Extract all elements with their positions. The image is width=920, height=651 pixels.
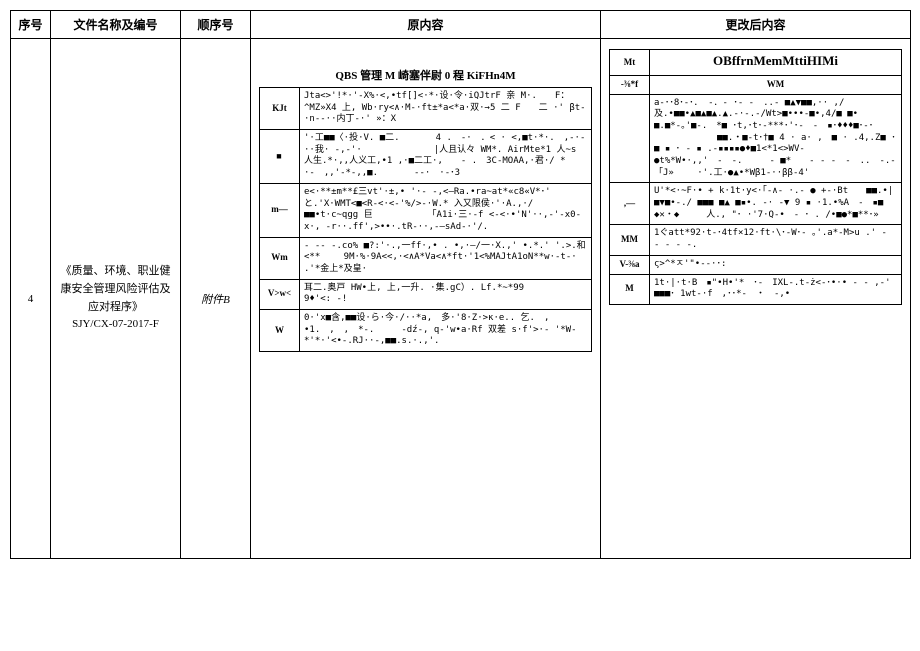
changed-label-1: ,—: [610, 183, 650, 225]
orig-row-5: W 0·'x■含,■■设·ら·今·/··*a, 多·'8·Z·>ĸ·e.. 乞.…: [260, 310, 592, 352]
orig-row-3: Wm - -- -.co% ■?:'·.,一ff·,• . •,·—/一·X.,…: [260, 237, 592, 279]
changed-inner-title: OBffrnMemMttiHIMi: [654, 53, 897, 70]
cell-changed-content: Mt OBffrnMemMttiHIMi -⅜*f WM a-･･8･-･． -…: [601, 39, 911, 559]
orig-content-1: '·工■■〈·投·V. ■二. 4 . -· ．< · <,■t·*·. ,-·…: [300, 130, 592, 184]
header-original: 原内容: [251, 11, 601, 39]
original-inner-title: QBS 管理 M 崎塞伴尉 0 程 KiFHn4M: [259, 67, 592, 83]
changed-subheader-label: -⅜*f: [610, 75, 650, 94]
header-name: 文件名称及编号: [51, 11, 181, 39]
changed-inner-table: Mt OBffrnMemMttiHIMi -⅜*f WM a-･･8･-･． -…: [609, 49, 902, 305]
doc-title: 《质量、环境、职业健康安全管理风险评估及应对程序》: [57, 263, 174, 316]
order-label: 附件B: [201, 294, 230, 306]
changed-row-4: M 1t·|·t·B ▪"•H•'* ･- IXL-.t-ż<-･•·• - -…: [610, 274, 902, 304]
changed-subheader-row: -⅜*f WM: [610, 75, 902, 94]
header-order: 顺序号: [181, 11, 251, 39]
changed-label-2: MM: [610, 225, 650, 255]
orig-content-3: - -- -.co% ■?:'·.,一ff·,• . •,·—/一·X.,' •…: [300, 237, 592, 279]
changed-content-3: ς>^*ㅈ'"•--·･:: [650, 255, 902, 274]
orig-label-1: ■: [260, 130, 300, 184]
table-row: 4 《质量、环境、职业健康安全管理风险评估及应对程序》 SJY/CX-07-20…: [11, 39, 911, 559]
cell-order: 附件B: [181, 39, 251, 559]
changed-content-4: 1t·|·t·B ▪"•H•'* ･- IXL-.t-ż<-･•·• - - ,…: [650, 274, 902, 304]
original-inner-table: KJt Jta<>'!*·'-X%·<,•tf[]<·*·设·令·iQJtrF …: [259, 87, 592, 352]
header-changed: 更改后内容: [601, 11, 911, 39]
changed-row-3: V-⅜a ς>^*ㅈ'"•--·･:: [610, 255, 902, 274]
orig-row-1: ■ '·工■■〈·投·V. ■二. 4 . -· ．< · <,■t·*·. ,…: [260, 130, 592, 184]
changed-row-0: a-･･8･-･． -．- ･- - ..- ■▲▼■■,·· ,/及.•■■•…: [610, 94, 902, 183]
orig-label-0: KJt: [260, 88, 300, 130]
changed-label-3: V-⅜a: [610, 255, 650, 274]
changed-label-0: [610, 94, 650, 183]
orig-content-4: 耳二.奥戸 HW•上, 上,一升. ·集.gC）. Lf.*~*99 9♦'<:…: [300, 279, 592, 309]
changed-content-0: a-･･8･-･． -．- ･- - ..- ■▲▼■■,·· ,/及.•■■•…: [650, 94, 902, 183]
cell-seq: 4: [11, 39, 51, 559]
changed-subheader-content: WM: [650, 75, 902, 94]
orig-content-2: e<·**±m**£三vt'·±,• '·- -,<—Ra.•ra~at*«c8…: [300, 183, 592, 237]
changed-content-2: 1ぐatt*92·t-･4tf×12·ft·\･-W･- ｡'.a*-M>u .…: [650, 225, 902, 255]
changed-content-1: U'*<·~F·• + k·1t·y<·｢-∧- ·.- ● +-·Bt ■■.…: [650, 183, 902, 225]
orig-row-0: KJt Jta<>'!*·'-X%·<,•tf[]<·*·设·令·iQJtrF …: [260, 88, 592, 130]
header-row: 序号 文件名称及编号 顺序号 原内容 更改后内容: [11, 11, 911, 39]
document-change-table: 序号 文件名称及编号 顺序号 原内容 更改后内容 4 《质量、环境、职业健康安全…: [10, 10, 911, 559]
changed-row-1: ,— U'*<·~F·• + k·1t·y<·｢-∧- ·.- ● +-·Bt …: [610, 183, 902, 225]
orig-content-0: Jta<>'!*·'-X%·<,•tf[]<·*·设·令·iQJtrF 亲 M·…: [300, 88, 592, 130]
doc-code: SJY/CX-07-2017-F: [57, 316, 174, 334]
changed-header-row: Mt OBffrnMemMttiHIMi: [610, 50, 902, 76]
orig-row-2: m— e<·**±m**£三vt'·±,• '·- -,<—Ra.•ra~at*…: [260, 183, 592, 237]
orig-label-3: Wm: [260, 237, 300, 279]
cell-doc-name: 《质量、环境、职业健康安全管理风险评估及应对程序》 SJY/CX-07-2017…: [51, 39, 181, 559]
changed-header-left: Mt: [610, 50, 650, 76]
orig-content-5: 0·'x■含,■■设·ら·今·/··*a, 多·'8·Z·>ĸ·e.. 乞. ,…: [300, 310, 592, 352]
cell-original-content: QBS 管理 M 崎塞伴尉 0 程 KiFHn4M KJt Jta<>'!*·'…: [251, 39, 601, 559]
orig-label-4: V>w<: [260, 279, 300, 309]
changed-row-2: MM 1ぐatt*92·t-･4tf×12·ft·\･-W･- ｡'.a*-M>…: [610, 225, 902, 255]
orig-label-2: m—: [260, 183, 300, 237]
orig-row-4: V>w< 耳二.奥戸 HW•上, 上,一升. ·集.gC）. Lf.*~*99 …: [260, 279, 592, 309]
orig-label-5: W: [260, 310, 300, 352]
changed-title-cell: OBffrnMemMttiHIMi: [650, 50, 902, 76]
header-seq: 序号: [11, 11, 51, 39]
changed-label-4: M: [610, 274, 650, 304]
